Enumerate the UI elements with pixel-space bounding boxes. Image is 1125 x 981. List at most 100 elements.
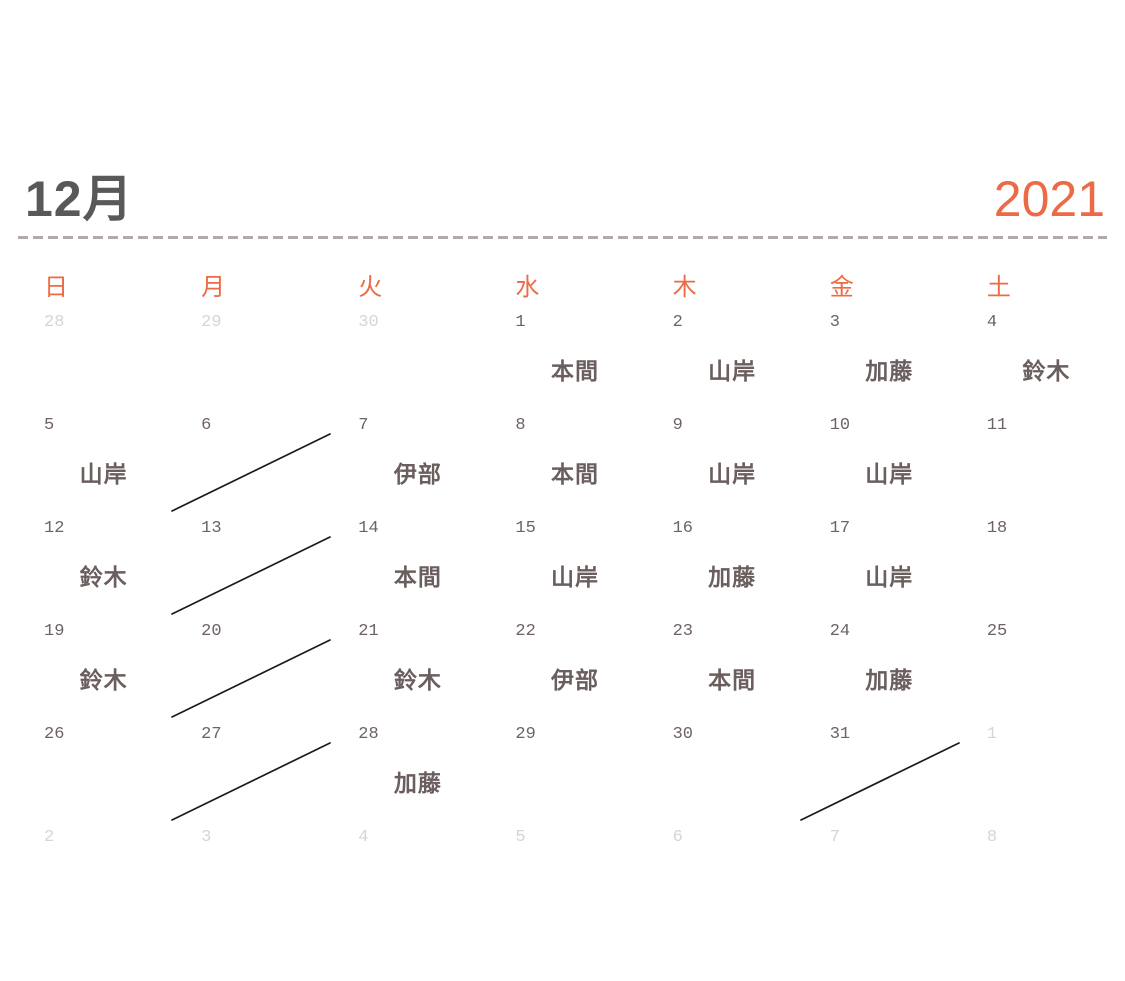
weekday-header-row: 日月火水木金土 [25,268,1125,310]
staff-name: 本間 [393,564,442,590]
calendar-day-cell: 7 伊部 [339,413,496,516]
day-number: 11 [986,416,1008,435]
day-number: 21 [358,622,379,641]
calendar-day-cell: 31 [799,722,968,825]
staff-name: 加藤 [865,358,914,384]
calendar-week-row: 26 27 28 加藤 29 30 31 1 [25,722,1125,825]
calendar-day-cell: 21 鈴木 [339,619,496,722]
calendar-week-row: 2 3 4 5 6 7 8 [25,825,1125,928]
day-number: 29 [201,313,222,332]
weekday-label: 火 [358,274,383,301]
month-title: 12月 [25,171,134,227]
day-number: 12 [44,519,65,538]
staff-name: 加藤 [708,564,757,590]
year-label: 2021 [993,171,1105,227]
day-number: 28 [358,725,379,744]
calendar-day-cell: 19 鈴木 [25,619,182,722]
calendar-day-cell: 24 加藤 [811,619,968,722]
staff-name: 山岸 [865,461,914,487]
day-number: 1 [515,313,526,332]
staff-name: 山岸 [550,564,599,590]
weekday-label: 金 [829,274,854,301]
staff-name: 山岸 [79,461,128,487]
day-number: 13 [201,519,222,538]
day-number: 10 [829,416,851,435]
day-number: 8 [515,416,526,435]
calendar-day-cell: 27 [171,722,339,825]
calendar-day-cell: 7 [811,825,968,928]
staff-name: 伊部 [393,461,442,487]
dashed-divider [18,236,1107,239]
calendar-week-row: 19 鈴木 20 21 鈴木 22 伊部 23 本間 24 加藤 25 [25,619,1125,722]
calendar-day-cell: 28 加藤 [339,722,496,825]
calendar-day-cell: 14 本間 [339,516,496,619]
calendar-header: 12月 2021 [25,170,1105,224]
calendar-day-cell: 1 [968,722,1125,825]
calendar-day-cell: 13 [171,516,339,619]
calendar-day-cell: 1 本間 [496,310,653,413]
day-number: 22 [515,622,536,641]
day-number: 4 [986,313,998,332]
calendar-day-cell: 16 加藤 [654,516,811,619]
day-number: 3 [201,828,212,847]
calendar-day-cell: 25 [968,619,1125,722]
day-number: 7 [358,416,369,435]
day-number: 20 [201,622,222,641]
calendar-day-cell: 29 [182,310,339,413]
staff-name: 加藤 [865,667,914,693]
calendar-week-row: 5 山岸 6 7 伊部 8 本間 9 山岸 10 山岸 11 [25,413,1125,516]
calendar-day-cell: 15 山岸 [496,516,653,619]
calendar-day-cell: 3 [182,825,339,928]
weekday-label: 月 [201,274,226,301]
calendar-day-cell: 29 [496,722,653,825]
calendar-day-cell: 26 [25,722,182,825]
calendar-day-cell: 4 鈴木 [968,310,1125,413]
calendar-day-cell: 3 加藤 [811,310,968,413]
staff-name: 加藤 [393,770,442,796]
calendar-day-cell: 30 [654,722,811,825]
calendar-day-cell: 6 [654,825,811,928]
day-number: 6 [672,828,683,847]
day-number: 31 [829,725,851,744]
calendar-week-row: 12 鈴木 13 14 本間 15 山岸 16 加藤 17 山岸 18 [25,516,1125,619]
staff-name: 伊部 [550,667,599,693]
day-number: 29 [515,725,536,744]
calendar-day-cell: 6 [171,413,339,516]
day-number: 4 [358,828,369,847]
weekday-label: 木 [672,274,697,301]
day-number: 6 [201,416,212,435]
calendar-day-cell: 2 山岸 [654,310,811,413]
staff-name: 本間 [550,358,599,384]
day-number: 2 [672,313,683,332]
staff-name: 本間 [708,667,757,693]
day-number: 17 [829,519,851,538]
weekday-label: 土 [986,274,1011,301]
calendar-day-cell: 2 [25,825,182,928]
calendar-day-cell: 5 山岸 [25,413,182,516]
day-number: 5 [515,828,526,847]
calendar-day-cell: 18 [968,516,1125,619]
day-number: 30 [358,313,379,332]
day-number: 23 [672,622,693,641]
day-number: 3 [829,313,840,332]
day-number: 14 [358,519,379,538]
weekday-label: 日 [44,274,68,301]
day-number: 9 [672,416,683,435]
calendar-day-cell: 4 [339,825,496,928]
day-number: 16 [672,519,693,538]
staff-name: 鈴木 [393,667,442,693]
staff-name: 鈴木 [1022,358,1071,384]
day-number: 2 [44,828,55,847]
day-number: 26 [44,725,65,744]
day-number: 8 [986,828,998,847]
calendar-day-cell: 23 本間 [654,619,811,722]
day-number: 28 [44,313,65,332]
day-number: 25 [986,622,1008,641]
day-number: 1 [986,725,998,744]
calendar-day-cell: 10 山岸 [811,413,968,516]
calendar-grid: 日月火水木金土 28 29 30 1 本間 2 山岸 3 加藤 4 鈴木 5 山岸 6 7 伊部 8 本間 9 山岸 1… [25,268,1125,928]
calendar-day-cell: 9 山岸 [654,413,811,516]
calendar-weeks: 28 29 30 1 本間 2 山岸 3 加藤 4 鈴木 5 山岸 6 7 伊部 8 本間 9 山岸 10 山岸 11 12 鈴… [25,310,1125,928]
calendar-day-cell: 8 [968,825,1125,928]
